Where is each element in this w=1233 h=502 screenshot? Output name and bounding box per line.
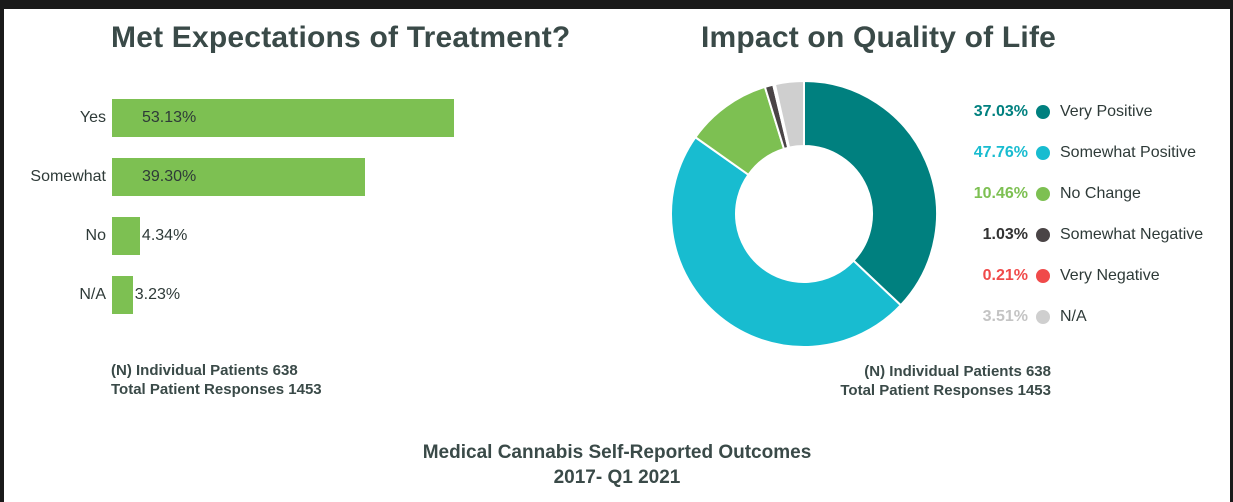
- donut-chart-title: Impact on Quality of Life: [701, 21, 1057, 54]
- legend-swatch: [1036, 228, 1050, 242]
- bar-value-label: 4.34%: [141, 227, 188, 244]
- legend-percent: 10.46%: [973, 185, 1028, 202]
- legend-percent: 0.21%: [982, 267, 1028, 284]
- donut-slice: [803, 79, 938, 307]
- bar: [112, 217, 140, 255]
- bar-value-label: 39.30%: [142, 168, 197, 185]
- legend-item: 37.03% Very Positive: [968, 102, 1153, 122]
- bar-category-label: Yes: [79, 109, 106, 126]
- bar-category-label: N/A: [79, 286, 106, 303]
- legend-label: Somewhat Positive: [1060, 144, 1197, 161]
- legend-label: Very Negative: [1060, 267, 1160, 284]
- legend-label: N/A: [1060, 308, 1087, 325]
- footer-period: 2017- Q1 2021: [553, 467, 681, 488]
- bar-category-label: No: [85, 227, 106, 244]
- donut-note-responses: Total Patient Responses 1453: [840, 382, 1051, 399]
- legend-label: Somewhat Negative: [1060, 226, 1204, 243]
- legend-percent: 1.03%: [982, 226, 1028, 243]
- legend-percent: 37.03%: [973, 103, 1028, 120]
- bar-chart-note-patients: (N) Individual Patients 638: [111, 362, 298, 379]
- bar-chart-note-responses: Total Patient Responses 1453: [111, 381, 322, 398]
- legend-percent: 47.76%: [973, 144, 1028, 161]
- legend-label: No Change: [1060, 185, 1141, 202]
- legend-swatch: [1036, 269, 1050, 283]
- legend-item: 0.21% Very Negative: [968, 266, 1160, 286]
- chart-panel: Met Expectations of Treatment? Yes 53.13%…: [4, 9, 1230, 502]
- donut-slice: [773, 79, 805, 149]
- bar-chart-title: Met Expectations of Treatment?: [111, 21, 571, 54]
- bar-value-label: 3.23%: [134, 286, 181, 303]
- donut-note-patients: (N) Individual Patients 638: [864, 363, 1051, 380]
- legend-percent: 3.51%: [982, 308, 1028, 325]
- bar: [112, 276, 133, 314]
- legend-item: 47.76% Somewhat Positive: [968, 143, 1196, 163]
- legend-swatch: [1036, 310, 1050, 324]
- legend-swatch: [1036, 105, 1050, 119]
- bar: [112, 99, 454, 137]
- legend-swatch: [1036, 187, 1050, 201]
- legend-label: Very Positive: [1060, 103, 1153, 120]
- bar-value-label: 53.13%: [142, 109, 197, 126]
- legend-item: 3.51% N/A: [968, 307, 1087, 327]
- legend-swatch: [1036, 146, 1050, 160]
- donut-chart: [670, 79, 938, 348]
- bar: [112, 158, 365, 196]
- footer-title: Medical Cannabis Self-Reported Outcomes: [422, 442, 812, 463]
- bar-category-label: Somewhat: [30, 168, 106, 185]
- donut-slice: [670, 135, 903, 348]
- legend-item: 1.03% Somewhat Negative: [968, 225, 1204, 245]
- legend-item: 10.46% No Change: [968, 184, 1141, 204]
